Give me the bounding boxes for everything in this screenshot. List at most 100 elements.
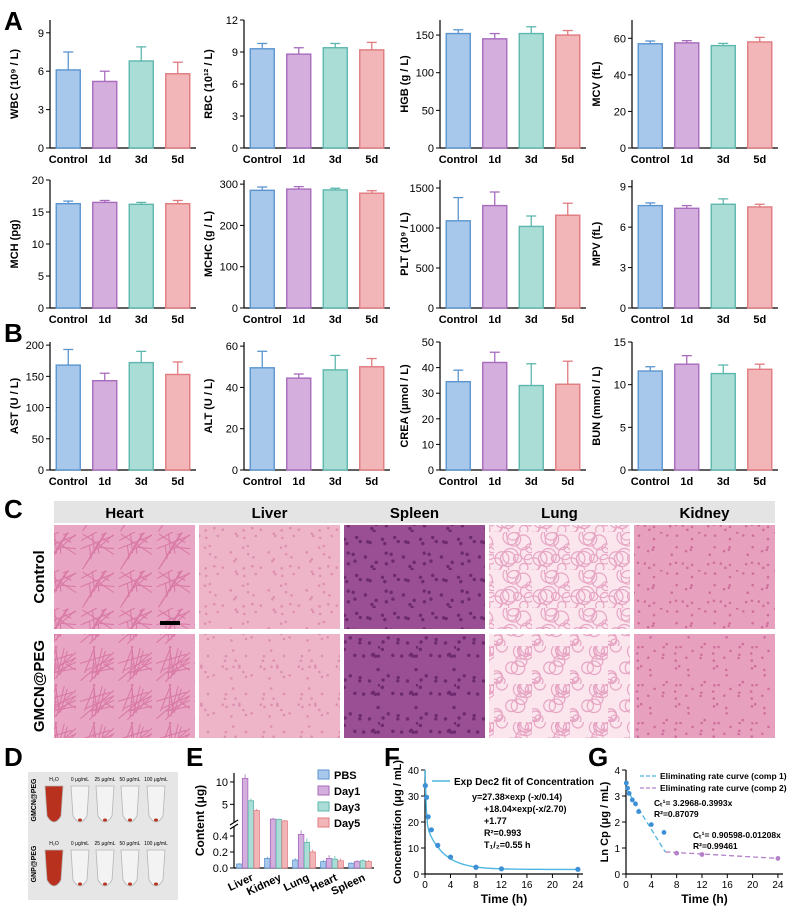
panel-label-d: D xyxy=(4,742,23,772)
bar-control xyxy=(445,220,471,309)
data-point-comp1 xyxy=(633,801,638,807)
y-tick-label: 50 xyxy=(32,434,44,446)
y-tick-label: 0 xyxy=(620,303,626,315)
bar-1d xyxy=(92,380,118,471)
x-tick-label: 5d xyxy=(365,154,378,166)
y-tick-label: 20 xyxy=(226,424,238,436)
x-tick-label: 5d xyxy=(753,476,766,488)
data-point-comp1 xyxy=(623,780,629,786)
histology-header xyxy=(54,501,775,523)
bar-spleen-pbs xyxy=(348,862,355,869)
x-tick-label: Control xyxy=(439,154,478,166)
data-point xyxy=(428,827,434,833)
x-tick-label: 16 xyxy=(722,880,734,891)
y-tick-label: 500 xyxy=(416,263,434,275)
x-tick-label: 5d xyxy=(365,314,378,326)
bar-control xyxy=(637,370,663,471)
y-tick-label: 0 xyxy=(620,465,626,477)
bar-5d xyxy=(555,34,581,149)
fit-equation-comp1: R²=0.87079 xyxy=(654,809,699,819)
vial-tube xyxy=(95,785,115,823)
data-point-comp1 xyxy=(648,822,654,827)
data-point xyxy=(498,866,505,872)
data-point xyxy=(575,866,581,872)
bar-3d xyxy=(128,203,154,309)
vial-col-label: H₂O xyxy=(49,841,59,847)
bar-3d xyxy=(322,369,348,471)
y-axis-label: MCV (fL) xyxy=(591,61,603,107)
x-tick-label: Control xyxy=(631,154,670,166)
axis-break xyxy=(229,819,239,826)
x-tick-label: Control xyxy=(243,476,282,488)
x-tick-label: 3d xyxy=(135,154,148,166)
y-tick-label: 300 xyxy=(220,179,238,191)
bar-lung-day5 xyxy=(309,851,316,869)
bar-control xyxy=(445,32,471,149)
y-tick-label: 10 xyxy=(32,239,44,251)
bar-heart-pbs xyxy=(320,861,327,869)
x-tick-label: 1d xyxy=(292,314,305,326)
y-tick-label: 0 xyxy=(614,870,620,881)
chart-mpv: 0 3 6 9 MPV (fL) Control 1d 3d 5d xyxy=(591,180,778,326)
bar-5d xyxy=(359,192,385,309)
micrograph-kidney-treated xyxy=(634,634,775,738)
x-tick-label: 1d xyxy=(98,154,111,166)
panel-label-e: E xyxy=(186,742,203,772)
x-tick-label: 12 xyxy=(696,880,708,891)
data-point-comp1 xyxy=(625,785,630,791)
data-point-comp1 xyxy=(629,797,635,803)
bar-1d xyxy=(674,207,700,309)
bar-3d xyxy=(710,372,736,471)
data-point xyxy=(425,814,431,820)
y-tick-label: 10 xyxy=(422,439,434,451)
x-tick-label: Control xyxy=(631,476,670,488)
y-tick-label: 150 xyxy=(416,30,434,42)
vial-tube xyxy=(146,849,166,887)
y-tick-label: 20 xyxy=(614,106,626,118)
y-tick-label: 10 xyxy=(408,844,420,855)
vial-tube xyxy=(120,785,140,823)
y-tick-label: 60 xyxy=(614,33,626,45)
x-tick-label: 3d xyxy=(329,154,342,166)
y-tick-label: 40 xyxy=(614,70,626,82)
panel-label-f: F xyxy=(384,742,400,772)
bar-5d xyxy=(747,41,773,149)
data-point xyxy=(447,854,454,860)
vial-col-label: 25 μg/mL xyxy=(95,777,116,783)
bar-lung-pbs xyxy=(292,859,299,869)
y-tick-label: 3 xyxy=(38,105,44,117)
y-tick-label: 40 xyxy=(422,363,434,375)
y-axis-label: MCH (pg) xyxy=(9,219,21,268)
bar-lung-day1 xyxy=(297,834,305,869)
x-tick-label: 3d xyxy=(717,476,730,488)
y-tick-label: 20 xyxy=(32,175,44,187)
y-tick-label: 5 xyxy=(620,422,626,434)
x-tick-label: 12 xyxy=(496,880,508,891)
vial-pellet xyxy=(128,882,132,886)
chart-hgb: 0 50 100 150 HGB (g / L) Control 1d 3d 5d xyxy=(399,20,586,166)
bar-control xyxy=(249,48,275,149)
panel-label-c: C xyxy=(4,494,23,524)
y-tick-label: 3 xyxy=(232,111,238,123)
y-tick-label: 9 xyxy=(38,28,44,40)
bar-liver-pbs xyxy=(236,863,243,869)
vial-col-label: 50 μg/mL xyxy=(120,841,141,847)
bar-5d xyxy=(555,214,581,309)
data-point-comp2 xyxy=(775,856,781,861)
panel-label-g: G xyxy=(588,742,608,772)
y-tick-label: 5 xyxy=(222,799,228,811)
y-tick-label: 40 xyxy=(226,382,238,394)
y-tick-label: 0.4 xyxy=(213,831,228,843)
vial-col-label: 0 μg/mL xyxy=(71,841,89,847)
y-tick-label: 0.0 xyxy=(213,863,228,875)
y-axis-label: BUN (mmol / L) xyxy=(591,366,603,446)
vial-pellet xyxy=(128,818,132,822)
scale-bar xyxy=(160,621,180,625)
vial-pellet xyxy=(78,882,82,886)
y-tick-label: 2 xyxy=(614,818,620,829)
y-tick-label: 0 xyxy=(38,465,44,477)
x-tick-label: 20 xyxy=(747,880,759,891)
y-tick-label: 5 xyxy=(38,271,44,283)
y-axis-label: RBC (10¹² / L) xyxy=(203,49,215,119)
vial-row-label: GMCN@PEG xyxy=(31,778,38,822)
